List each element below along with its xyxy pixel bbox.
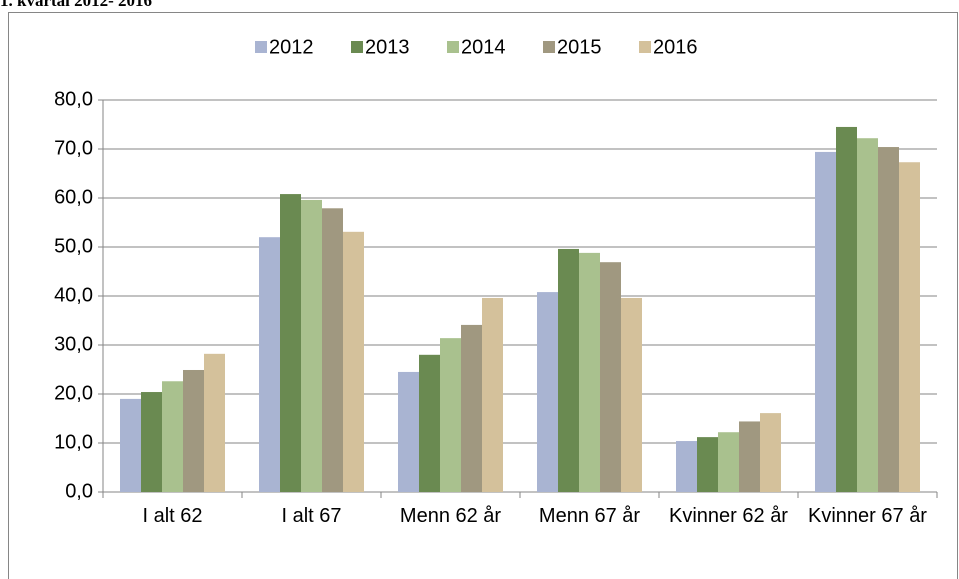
bar <box>343 231 364 492</box>
y-tick-label: 30,0 <box>54 333 93 355</box>
bar <box>259 237 280 492</box>
y-tick-label: 60,0 <box>54 186 93 208</box>
y-tick-label: 50,0 <box>54 235 93 257</box>
bar <box>697 437 718 492</box>
bar <box>899 162 920 493</box>
legend-swatch <box>543 41 555 53</box>
bar <box>537 292 558 492</box>
bar <box>558 248 579 492</box>
bar <box>600 262 621 492</box>
legend-label: 2016 <box>653 36 698 58</box>
x-tick-label: Menn 67 år <box>538 505 641 527</box>
bar <box>836 126 857 492</box>
bar <box>676 441 697 492</box>
y-tick-label: 0,0 <box>65 480 93 502</box>
bar <box>739 421 760 492</box>
legend-label: 2015 <box>557 36 602 58</box>
y-tick-label: 10,0 <box>54 431 93 453</box>
bar <box>461 324 482 492</box>
x-tick-label: Kvinner 62 år <box>669 505 788 527</box>
bar <box>419 354 440 492</box>
bar <box>280 194 301 492</box>
bar <box>760 413 781 492</box>
x-tick-label: Kvinner 67 år <box>808 505 927 527</box>
bar <box>120 398 141 492</box>
legend-label: 2013 <box>365 36 410 58</box>
bar <box>815 151 836 492</box>
bar <box>183 369 204 492</box>
bar <box>482 297 503 492</box>
x-tick-label: Menn 62 år <box>399 505 502 527</box>
y-tick-label: 40,0 <box>54 284 93 306</box>
legend-swatch <box>255 41 267 53</box>
bar <box>718 432 739 492</box>
legend-label: 2014 <box>461 36 506 58</box>
bar <box>579 252 600 492</box>
bar <box>398 371 419 492</box>
y-tick-label: 20,0 <box>54 382 93 404</box>
x-tick-label: I alt 62 <box>142 505 203 527</box>
bar <box>322 208 343 493</box>
legend-swatch <box>351 41 363 53</box>
legend-label: 2012 <box>269 36 314 58</box>
y-tick-label: 70,0 <box>54 137 93 159</box>
bar <box>878 147 899 493</box>
legend-swatch <box>447 41 459 53</box>
bar <box>162 381 183 492</box>
bar <box>301 199 322 492</box>
y-tick-label: 80,0 <box>54 88 93 110</box>
bar <box>204 353 225 492</box>
bar <box>621 297 642 492</box>
bar <box>440 338 461 492</box>
legend-swatch <box>639 41 651 53</box>
bar <box>857 138 878 492</box>
x-tick-label: I alt 67 <box>281 505 342 527</box>
bar <box>141 392 162 492</box>
page-title: 1. kvartal 2012- 2016 <box>0 0 153 10</box>
